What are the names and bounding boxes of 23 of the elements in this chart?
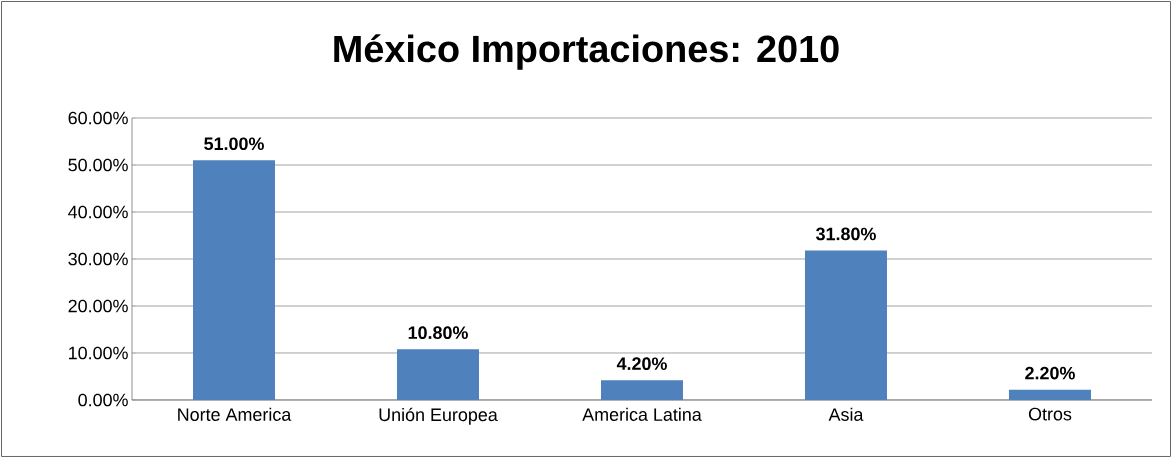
data-label: 4.20% [616, 357, 667, 371]
data-label: 51.00% [204, 137, 264, 151]
data-label: 2.20% [1025, 366, 1075, 380]
x-tick-label: Norte America [178, 407, 292, 421]
x-tick-label: Asia [828, 407, 864, 421]
y-tick-label: 50.00% [68, 158, 128, 172]
y-tick-label: 0.00% [78, 393, 128, 407]
y-tick-label: 30.00% [68, 252, 128, 266]
x-tick-label: America Latina [582, 407, 702, 421]
y-tick-label: 60.00% [68, 111, 128, 125]
y-tick-label: 40.00% [68, 205, 128, 219]
y-tick-label: 10.00% [69, 346, 128, 360]
bar [600, 380, 683, 400]
x-tick-label: Otros [1028, 407, 1072, 421]
data-label: 10.80% [408, 326, 468, 340]
bar [193, 160, 276, 400]
bar [804, 250, 887, 400]
bar [1008, 389, 1091, 400]
data-label: 31.80% [815, 227, 876, 241]
chart-title: México Importaciones: 2010 [334, 34, 839, 70]
y-tick-label: 20.00% [68, 299, 128, 313]
bar [397, 349, 479, 400]
x-tick-label: Unión Europea [379, 407, 498, 425]
